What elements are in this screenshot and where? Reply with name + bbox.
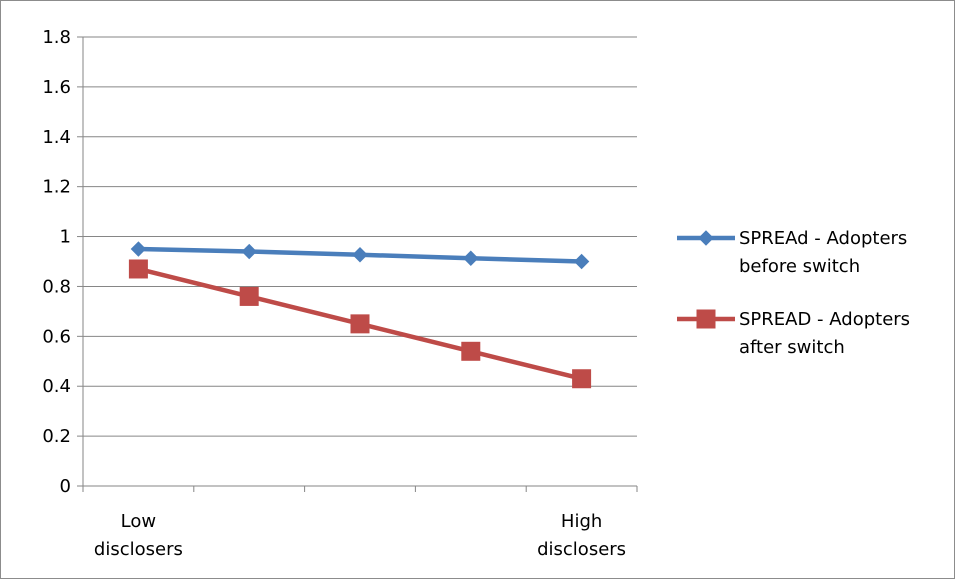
data-point-diamond	[352, 247, 368, 263]
x-tick-label-line: disclosers	[94, 539, 183, 560]
data-point-square	[461, 341, 481, 361]
legend-label: before switch	[739, 256, 860, 277]
series-1	[130, 241, 590, 270]
data-point-square	[572, 369, 592, 389]
data-point-diamond	[573, 253, 590, 270]
data-point-square	[239, 286, 259, 306]
data-point-square	[350, 314, 370, 334]
data-point-square	[696, 309, 716, 329]
data-point-square	[128, 259, 148, 279]
x-tick-label: Low disclosers	[94, 511, 183, 560]
y-tick-label: 1.8	[42, 27, 71, 48]
legend-label: SPREAD - Adopters	[739, 309, 910, 330]
data-point-diamond	[463, 250, 479, 266]
y-tick-label: 1	[60, 227, 71, 248]
y-tick-label: 0.4	[42, 376, 71, 397]
legend-label: SPREAd - Adopters	[739, 228, 907, 249]
y-tick-label: 0	[60, 476, 71, 497]
data-point-diamond	[241, 243, 257, 260]
y-tick-label: 0.2	[42, 426, 71, 447]
legend-label: after switch	[739, 337, 845, 358]
data-point-diamond	[130, 241, 147, 257]
legend: SPREAd - Adopters before switch SPREAD - A…	[677, 228, 910, 358]
axes: 00.20.40.60.811.21.41.61.8LowdisclosersH…	[42, 27, 638, 560]
legend-entry-2: SPREAD - Adopters after switch	[677, 309, 910, 358]
series-2	[128, 259, 592, 389]
x-tick-label-line: disclosers	[537, 539, 626, 560]
series-layer	[128, 241, 592, 389]
data-point-diamond	[698, 230, 714, 246]
y-tick-label: 1.2	[42, 177, 71, 198]
y-tick-label: 1.6	[42, 77, 71, 98]
x-tick-label-line: High	[561, 511, 602, 532]
y-tick-label: 1.4	[42, 127, 71, 148]
x-tick-label-line: Low	[121, 511, 156, 532]
y-tick-label: 0.8	[42, 276, 71, 297]
y-tick-label: 0.6	[42, 326, 71, 347]
legend-entry-1: SPREAd - Adopters before switch	[677, 228, 907, 277]
x-tick-label: High disclosers	[537, 511, 626, 560]
gridlines	[83, 36, 637, 437]
